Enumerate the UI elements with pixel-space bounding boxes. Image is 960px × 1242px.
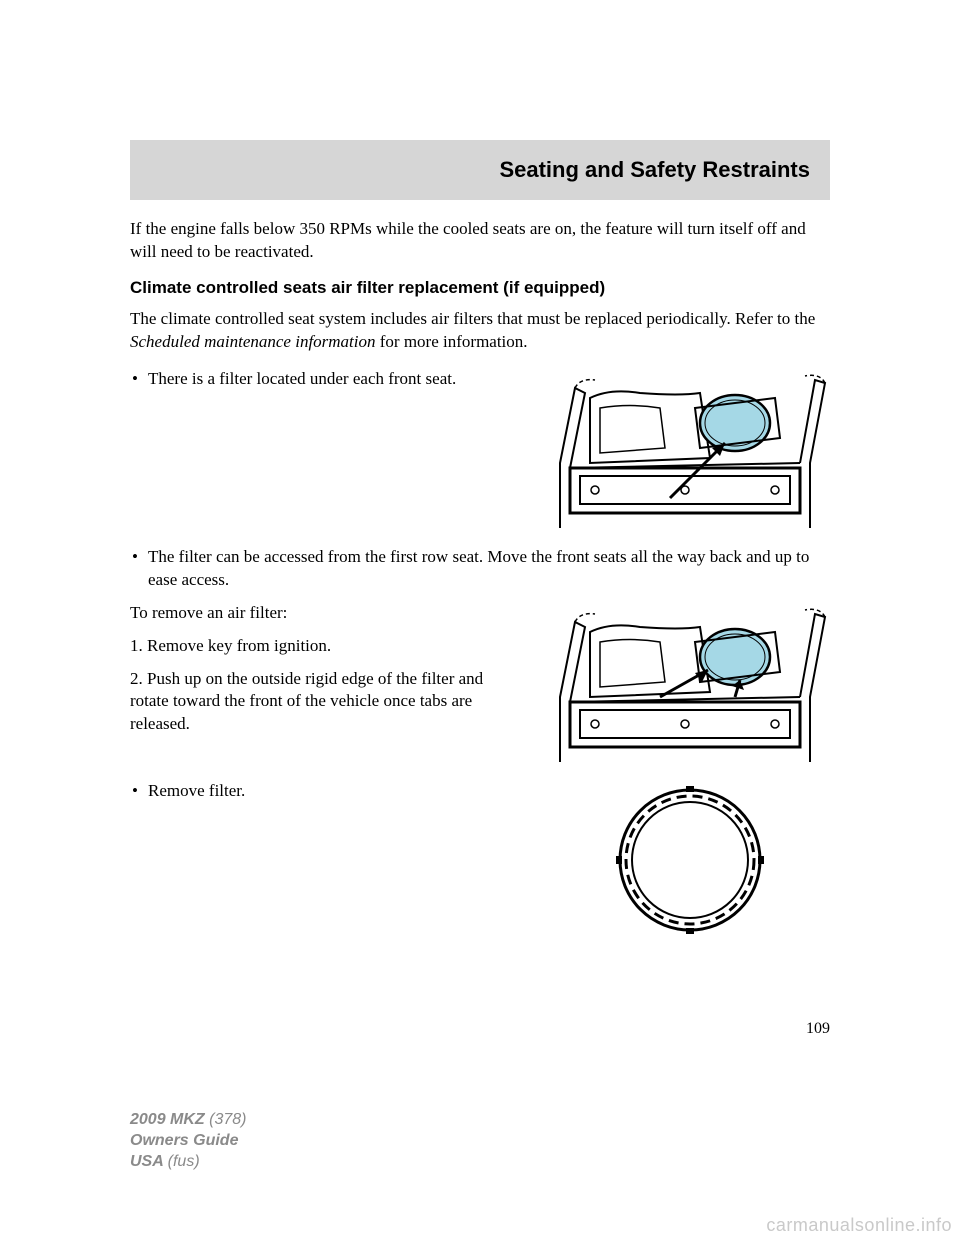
bullet1-text-col: • There is a filter located under each f… xyxy=(130,368,520,538)
bullet2-text: The filter can be accessed from the firs… xyxy=(148,546,830,592)
steps-text-col: To remove an air filter: 1. Remove key f… xyxy=(130,602,520,772)
para-text-a: The climate controlled seat system inclu… xyxy=(130,309,815,328)
bullet2: • The filter can be accessed from the fi… xyxy=(130,546,830,592)
bullet-dot: • xyxy=(130,780,148,803)
paragraph-filter-info: The climate controlled seat system inclu… xyxy=(130,308,830,354)
footer-line3: USA (fus) xyxy=(130,1152,247,1173)
footer-model: 2009 MKZ xyxy=(130,1111,209,1128)
step2: 2. Push up on the outside rigid edge of … xyxy=(130,668,520,737)
page-number: 109 xyxy=(806,1020,830,1038)
bullet-dot: • xyxy=(130,546,148,592)
footer-fus: (fus) xyxy=(168,1153,200,1170)
section-header-bar: Seating and Safety Restraints xyxy=(130,140,830,200)
footer-line1: 2009 MKZ (378) xyxy=(130,1110,247,1131)
watermark: carmanualsonline.info xyxy=(766,1215,952,1236)
step1: 1. Remove key from ignition. xyxy=(130,635,520,658)
intro-paragraph: If the engine falls below 350 RPMs while… xyxy=(130,218,830,264)
bullet3-text: Remove filter. xyxy=(148,780,590,803)
diagram2-col xyxy=(540,602,830,772)
footer-block: 2009 MKZ (378) Owners Guide USA (fus) xyxy=(130,1110,247,1172)
footer-code: (378) xyxy=(209,1111,246,1128)
bullet-dot: • xyxy=(130,368,148,391)
diagram3-col xyxy=(610,780,830,940)
bullet3: • Remove filter. xyxy=(130,780,590,803)
under-seat-diagram-2 xyxy=(540,602,830,772)
bullet1: • There is a filter located under each f… xyxy=(130,368,520,391)
section-title: Seating and Safety Restraints xyxy=(499,157,810,183)
under-seat-diagram-1 xyxy=(540,368,830,538)
bullet3-text-col: • Remove filter. xyxy=(130,780,590,940)
diagram1-col xyxy=(540,368,830,538)
footer-region: USA xyxy=(130,1153,168,1170)
subheading: Climate controlled seats air filter repl… xyxy=(130,278,830,298)
para-text-italic: Scheduled maintenance information xyxy=(130,332,376,351)
bullet1-row: • There is a filter located under each f… xyxy=(130,368,830,538)
para-text-b: for more information. xyxy=(376,332,528,351)
footer-line2: Owners Guide xyxy=(130,1131,247,1152)
bullet1-text: There is a filter located under each fro… xyxy=(148,368,520,391)
remove-title: To remove an air filter: xyxy=(130,602,520,625)
filter-ring-diagram xyxy=(610,780,770,940)
bullet3-row: • Remove filter. xyxy=(130,780,830,940)
manual-page: Seating and Safety Restraints If the eng… xyxy=(0,0,960,940)
steps-row: To remove an air filter: 1. Remove key f… xyxy=(130,602,830,772)
